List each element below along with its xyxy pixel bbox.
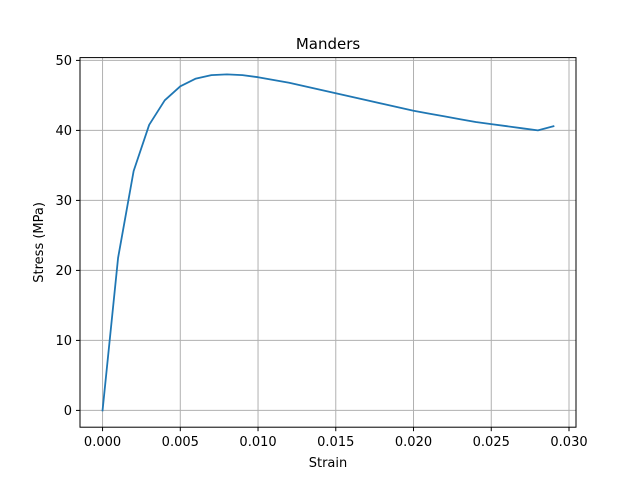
grid: [80, 57, 576, 428]
y-tick-label: 10: [55, 334, 72, 349]
x-tick-label: 0.030: [550, 435, 587, 450]
chart-title: Manders: [296, 35, 361, 53]
y-ticks: 0 10 20 30 40 50: [55, 54, 80, 419]
x-tick-label: 0.010: [239, 435, 276, 450]
x-tick-label: 0.025: [473, 435, 510, 450]
x-tick-label: 0.020: [395, 435, 432, 450]
series-layer: [101, 73, 555, 412]
x-tick-label: 0.000: [84, 435, 121, 450]
y-tick-label: 20: [55, 264, 72, 279]
x-tick-label: 0.005: [162, 435, 199, 450]
y-tick-label: 30: [55, 194, 72, 209]
x-tick-label: 0.015: [317, 435, 354, 450]
plot-frame: [79, 57, 577, 428]
y-tick-label: 40: [55, 124, 72, 139]
y-tick-label: 50: [55, 54, 72, 69]
series-line: [101, 73, 555, 412]
y-tick-label: 0: [64, 404, 72, 419]
x-ticks: 0.000 0.005 0.010 0.015 0.020 0.025 0.030: [84, 427, 588, 450]
x-axis-label: Strain: [309, 456, 348, 471]
y-axis-label: Stress (MPa): [32, 202, 47, 283]
